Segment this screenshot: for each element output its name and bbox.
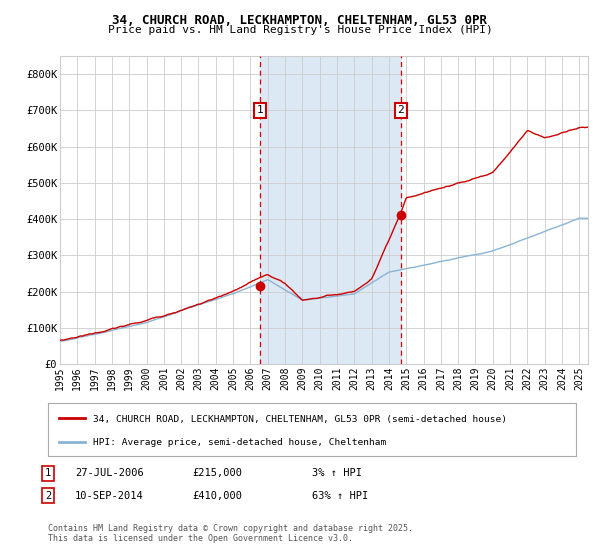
Text: 1: 1 xyxy=(257,105,263,115)
Text: £215,000: £215,000 xyxy=(192,468,242,478)
Text: HPI: Average price, semi-detached house, Cheltenham: HPI: Average price, semi-detached house,… xyxy=(93,438,386,447)
Text: Price paid vs. HM Land Registry's House Price Index (HPI): Price paid vs. HM Land Registry's House … xyxy=(107,25,493,35)
Text: 3% ↑ HPI: 3% ↑ HPI xyxy=(312,468,362,478)
Text: 2: 2 xyxy=(397,105,404,115)
Text: 2: 2 xyxy=(45,491,51,501)
Text: 34, CHURCH ROAD, LECKHAMPTON, CHELTENHAM, GL53 0PR (semi-detached house): 34, CHURCH ROAD, LECKHAMPTON, CHELTENHAM… xyxy=(93,414,507,424)
Text: 63% ↑ HPI: 63% ↑ HPI xyxy=(312,491,368,501)
Bar xyxy=(260,56,401,364)
Text: £410,000: £410,000 xyxy=(192,491,242,501)
Text: Contains HM Land Registry data © Crown copyright and database right 2025.
This d: Contains HM Land Registry data © Crown c… xyxy=(48,524,413,543)
Text: 1: 1 xyxy=(45,468,51,478)
Text: 10-SEP-2014: 10-SEP-2014 xyxy=(75,491,144,501)
Text: 27-JUL-2006: 27-JUL-2006 xyxy=(75,468,144,478)
Text: 34, CHURCH ROAD, LECKHAMPTON, CHELTENHAM, GL53 0PR: 34, CHURCH ROAD, LECKHAMPTON, CHELTENHAM… xyxy=(113,14,487,27)
